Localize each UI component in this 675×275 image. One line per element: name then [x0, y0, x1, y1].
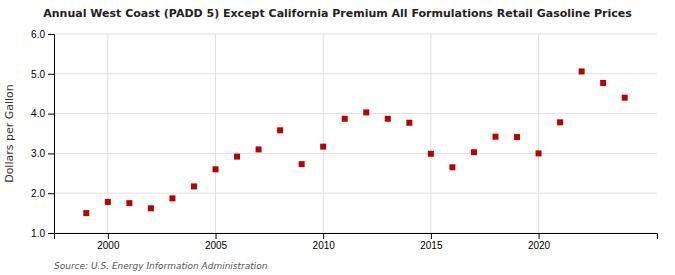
y-tick-label: 3.0: [31, 148, 45, 159]
y-tick: 4.0: [31, 108, 54, 119]
plot: 2000 2005 2010 2015 2020 1.0 2.0 3.0 4.0 5.0 6.0 Do…: [3, 29, 658, 251]
y-tick-mark: [48, 114, 54, 115]
y-tick: 5.0: [31, 69, 54, 80]
point: [126, 200, 132, 206]
point: [406, 120, 412, 126]
x-tick-mark: [323, 233, 324, 239]
y-tick-mark: [48, 74, 54, 75]
point: [213, 166, 219, 172]
y-grid-line: [54, 73, 657, 74]
point: [492, 134, 498, 140]
y-tick: 3.0: [31, 148, 54, 159]
y-tick-mark: [48, 193, 54, 194]
y-tick-mark: [48, 233, 54, 234]
title: Annual West Coast (PADD 5) Except Califo…: [43, 7, 632, 20]
x-tick: 2020: [528, 233, 551, 251]
point: [428, 151, 434, 157]
point: [622, 95, 628, 101]
point: [385, 116, 391, 122]
point: [449, 164, 455, 170]
point: [148, 205, 154, 211]
chart: Annual West Coast (PADD 5) Except Califo…: [0, 0, 675, 275]
y-axis: 1.0 2.0 3.0 4.0 5.0 6.0: [31, 29, 54, 239]
point: [299, 161, 305, 167]
x-tick-label: 2010: [313, 240, 336, 251]
point: [234, 154, 240, 160]
point: [557, 119, 563, 125]
x-grid-line: [323, 34, 324, 233]
y-grid-line: [54, 153, 657, 154]
y-grid-line: [54, 193, 657, 194]
x-tick-label: 2005: [205, 240, 228, 251]
x-grid-line: [215, 34, 216, 233]
x-tick-mark: [108, 233, 109, 239]
x-tick: 2005: [205, 233, 228, 251]
point: [579, 68, 585, 74]
x-axis-line: [55, 234, 658, 240]
x-tick-mark: [216, 233, 217, 239]
y-tick-mark: [48, 34, 54, 35]
y-tick-label: 1.0: [31, 228, 45, 239]
y-tick: 6.0: [31, 29, 54, 40]
point: [600, 80, 606, 86]
point: [256, 146, 262, 152]
y-axis-line: [48, 35, 55, 234]
source: Source: U.S. Energy Information Administ…: [54, 261, 268, 271]
x-tick: 2000: [97, 233, 120, 251]
y-tick: 2.0: [31, 188, 54, 199]
x-tick-mark: [539, 233, 540, 239]
x-grid-line: [538, 34, 539, 233]
y-tick-label: 6.0: [31, 29, 45, 40]
y-axis-title: Dollars per Gallon: [3, 84, 16, 183]
point: [277, 127, 283, 133]
y-tick-mark: [48, 153, 54, 154]
point: [363, 109, 369, 115]
y-tick: 1.0: [31, 228, 54, 239]
point: [471, 149, 477, 155]
x-tick: 2015: [420, 233, 443, 251]
point: [191, 183, 197, 189]
point: [83, 210, 89, 216]
point: [342, 116, 348, 122]
y-tick-label: 5.0: [31, 69, 45, 80]
x-tick-label: 2020: [528, 240, 551, 251]
point: [105, 199, 111, 205]
y-tick-label: 2.0: [31, 188, 45, 199]
x-tick-label: 2015: [420, 240, 443, 251]
points: [83, 68, 627, 216]
y-grid-line: [54, 113, 657, 114]
point: [536, 150, 542, 156]
x-grid-line: [430, 34, 431, 233]
x-tick-mark: [431, 233, 432, 239]
point: [169, 195, 175, 201]
x-tick-label: 2000: [97, 240, 120, 251]
y-tick-label: 4.0: [31, 108, 45, 119]
y-grid-line: [54, 34, 657, 35]
x-axis: 2000 2005 2010 2015 2020: [55, 233, 658, 251]
grid: [54, 34, 657, 233]
point: [514, 134, 520, 140]
x-tick: 2010: [313, 233, 336, 251]
point: [320, 144, 326, 150]
